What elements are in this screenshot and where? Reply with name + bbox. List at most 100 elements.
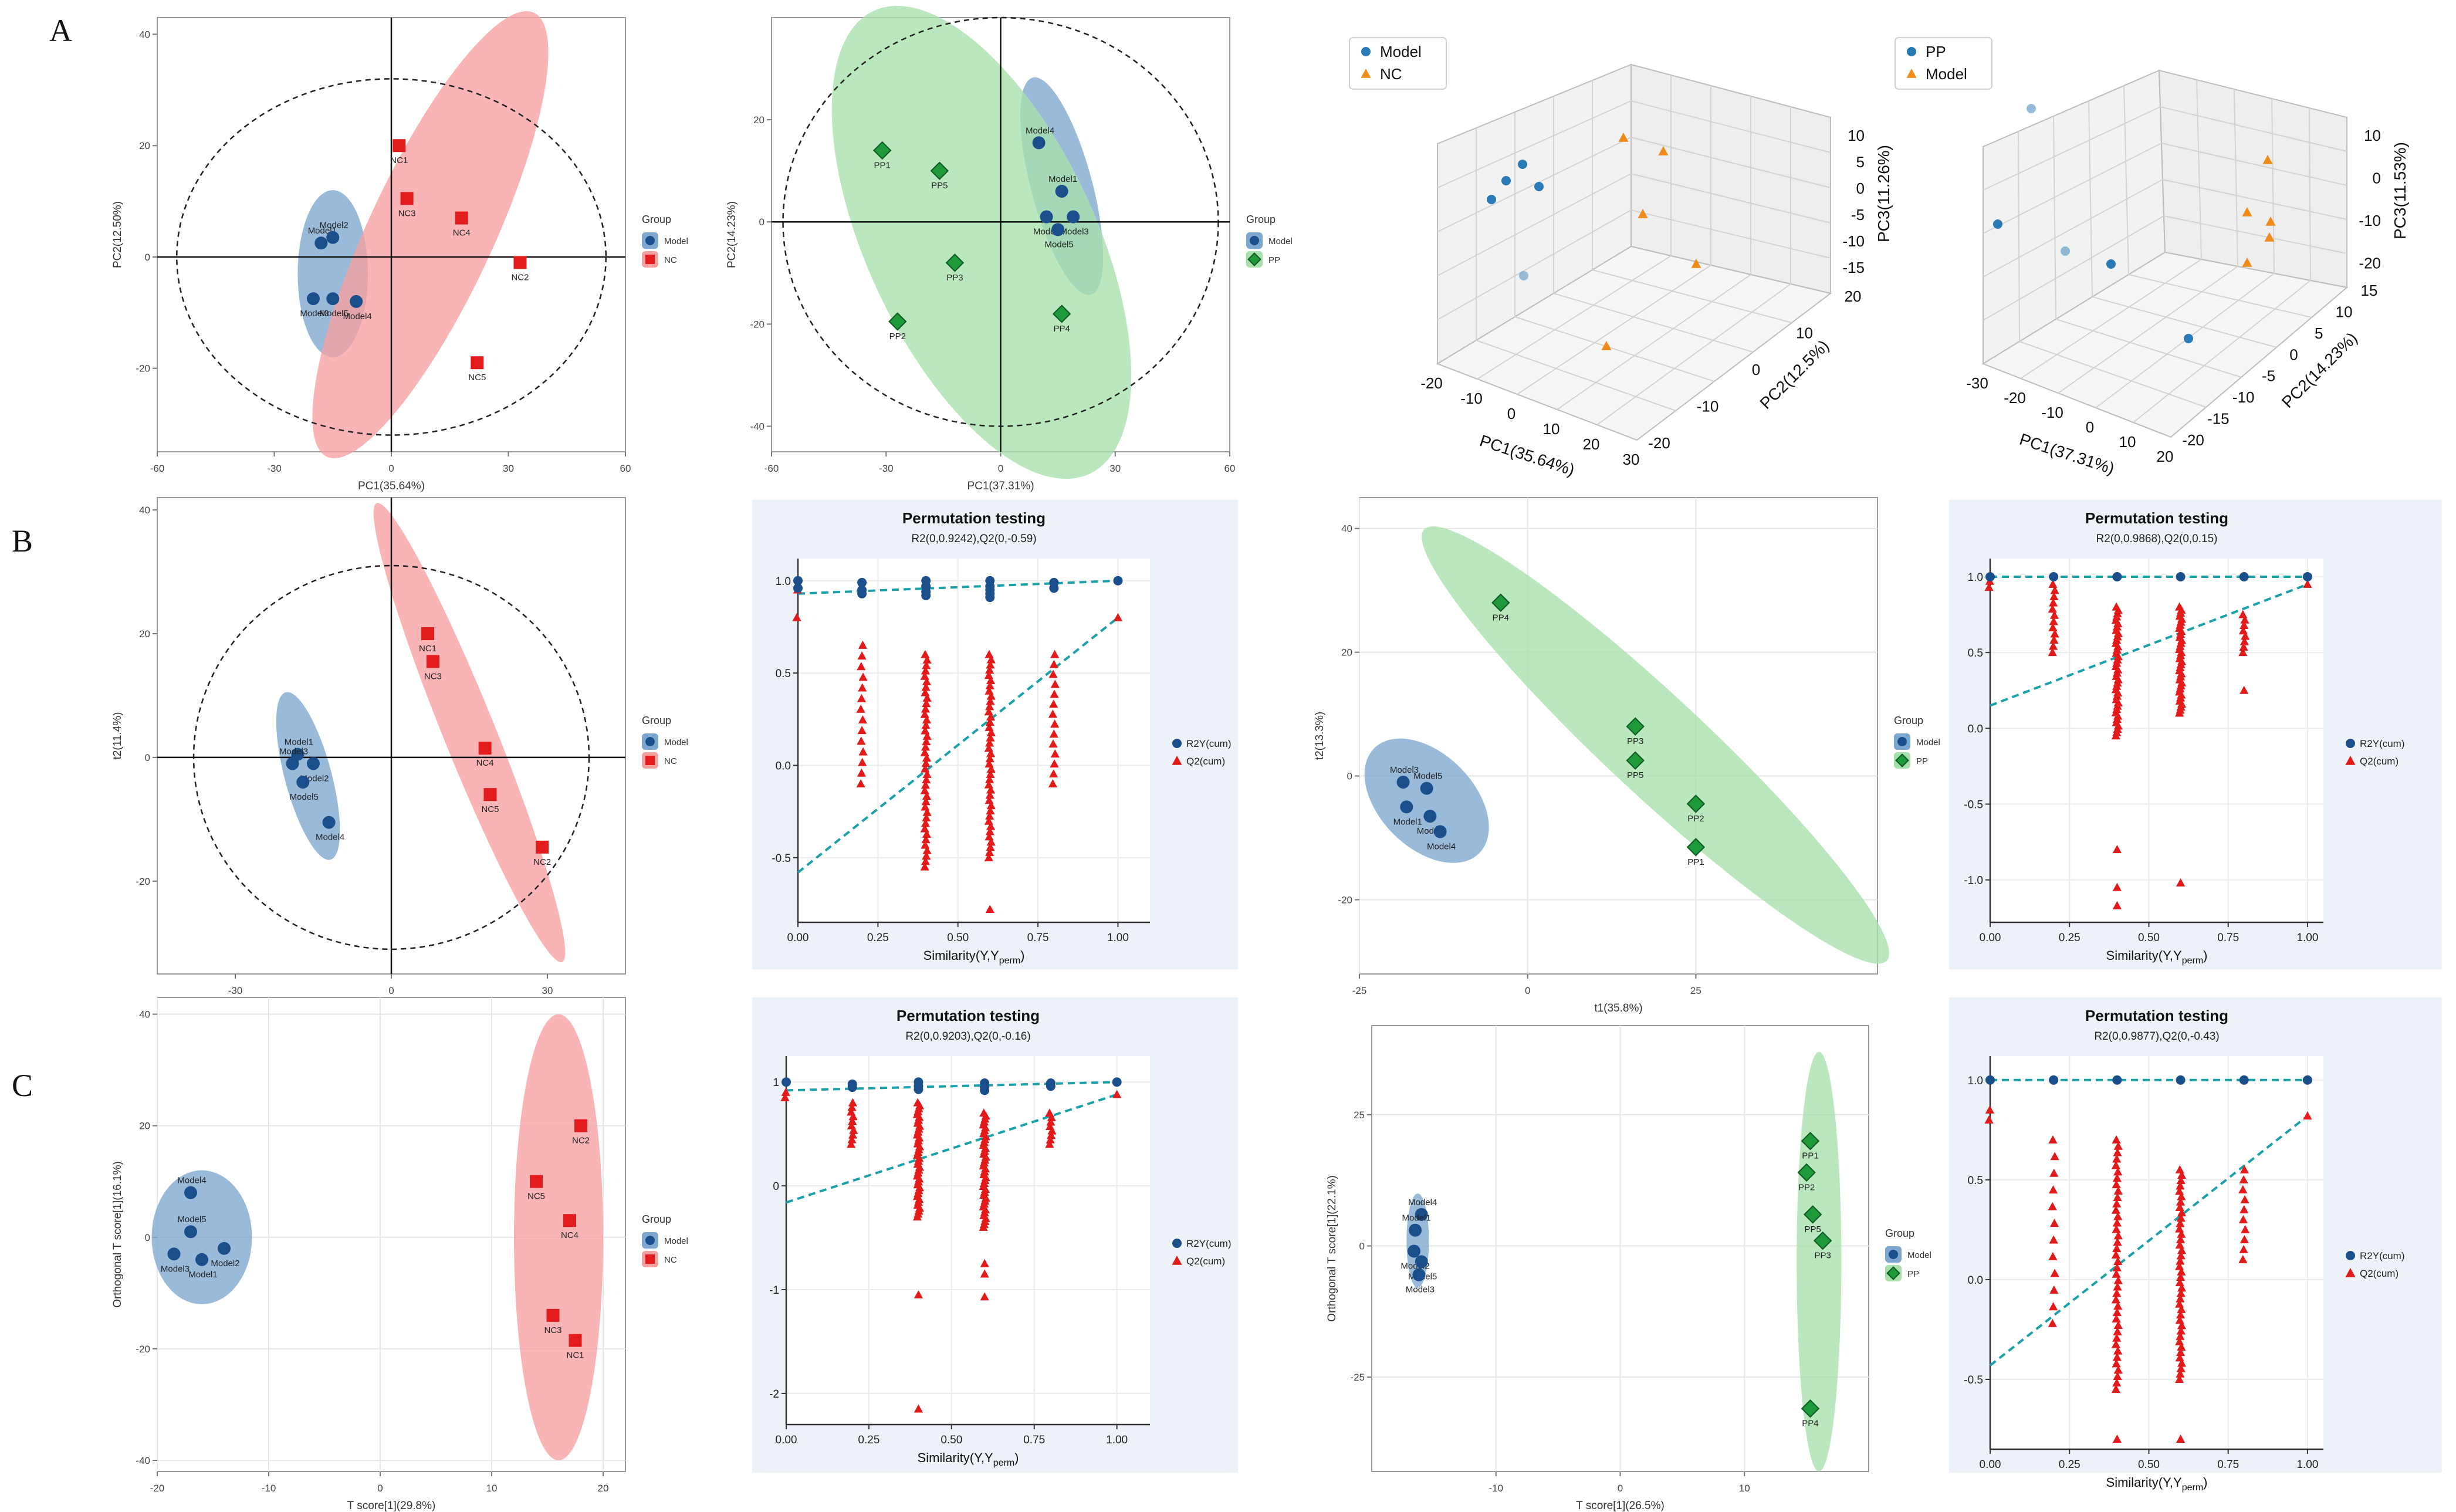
x-axis-label-end: ) [1020,948,1024,963]
legend-entry: PP [1907,1269,1919,1279]
point-model4 [350,295,363,308]
point-3d-triangle [2242,207,2252,217]
z-tick-label: 10 [1848,127,1865,144]
point-label: NC5 [527,1192,545,1202]
legend-entry: Q2(cum) [2360,1268,2399,1279]
panel-C3: -10010-25025Model4Model1Model2Model5Mode… [1326,1025,1931,1512]
x-tick-label: 0.50 [2138,1459,2160,1471]
legend-entry: Model [664,1236,688,1246]
r2-point [2112,1075,2122,1085]
r2-point [2112,572,2122,581]
point-nc2 [513,256,527,269]
grid-wall [1437,173,1632,276]
q2-point [921,857,931,865]
q2-point [2238,1185,2248,1193]
q2-point [857,662,866,671]
q2-point [2240,637,2249,645]
x-tick-label: 0 [2086,418,2094,436]
group-ellipse-nc [373,503,566,963]
q2-point [985,832,994,841]
q2-point [1048,669,1058,678]
q2-point [780,1092,790,1101]
grid-floor [2058,266,2238,394]
grid-wall [1630,209,1831,259]
row-label-a: A [49,13,72,48]
point-label: PP4 [1802,1419,1818,1429]
point-label: NC4 [561,1230,579,1240]
y-tick-label: -25 [1350,1372,1365,1383]
q2-point [2239,1175,2248,1183]
legend-marker [645,236,655,245]
q2-point [2112,1135,2121,1144]
y-tick-label: 0 [2289,346,2298,363]
point-pp4 [1052,305,1071,323]
grid-wall [2234,89,2238,267]
z-tick-label: -20 [2359,255,2381,272]
legend-marker-circle [1907,47,1916,56]
r2-point [857,588,867,598]
group-ellipse-model [1364,738,1489,863]
point-model5 [184,1225,197,1239]
x-tick-label: 10 [1543,420,1560,438]
x-tick-label: 0.25 [867,932,889,944]
q2-point [2240,1234,2249,1243]
point-3d-triangle [2262,155,2273,164]
q2-point [2048,1202,2057,1210]
x-axis-label-main: Similarity(Y,Y [2106,1475,2183,1490]
q2-point [986,733,995,742]
z-tick-label: -5 [1851,206,1865,224]
q2-point [985,904,994,913]
y-axis-label: PC2(12.50%) [111,201,124,268]
q2-point [2112,602,2121,611]
q2-point [922,845,932,854]
q2-point [1045,1108,1054,1117]
grid-wall [1630,137,1831,188]
point-3d-circle [1501,176,1511,185]
point-3d-circle [1534,182,1544,191]
y-tick-label: -20 [136,1344,150,1355]
x-axis-label: Similarity(Y,Yperm) [2106,1475,2208,1493]
grid-wall [1437,209,1632,320]
point-label: NC3 [398,208,416,218]
x-tick-label: -30 [1966,374,1988,392]
q2-point [847,1139,856,1148]
q2-point [856,779,865,787]
q2-point [920,747,929,756]
y-tick-label: 0 [1347,771,1352,782]
z-tick-label: 0 [1856,180,1865,197]
q2-point [986,764,996,773]
q2-point [921,764,930,773]
legend-marker [645,1236,655,1245]
q2-point [1049,729,1058,738]
q2-point [980,1259,989,1267]
q2-point [985,811,994,820]
grid-floor [2055,319,2242,378]
point-label: Model4 [316,833,344,843]
r2-point [2302,572,2312,581]
q2-point [2177,1342,2186,1351]
q2-point [2048,1185,2058,1194]
y-tick-label: 25 [1354,1110,1365,1121]
q2-point [2176,1331,2185,1340]
q2-point [2112,1434,2122,1443]
y-tick-label: -20 [136,363,150,374]
point-label: PP5 [1805,1225,1821,1234]
q2-point [913,1098,922,1107]
q2-point [2113,1327,2122,1335]
q2-point [921,650,930,658]
q2-point [922,753,932,762]
q2-point [1045,1122,1055,1131]
q2-point [2112,882,2122,891]
r2-point [857,577,867,587]
point-label: Model3 [1060,227,1089,237]
q2-point [2048,1318,2057,1327]
z-tick-label: 5 [1856,153,1865,171]
q2-point [986,837,996,846]
point-3d-triangle [2242,258,2252,267]
legend-marker [1247,252,1261,266]
q2-point [980,1292,989,1301]
point-label: PP3 [1627,736,1643,746]
q2-point [848,1117,857,1125]
q2-point [921,666,931,675]
point-3d-circle [2061,246,2070,256]
